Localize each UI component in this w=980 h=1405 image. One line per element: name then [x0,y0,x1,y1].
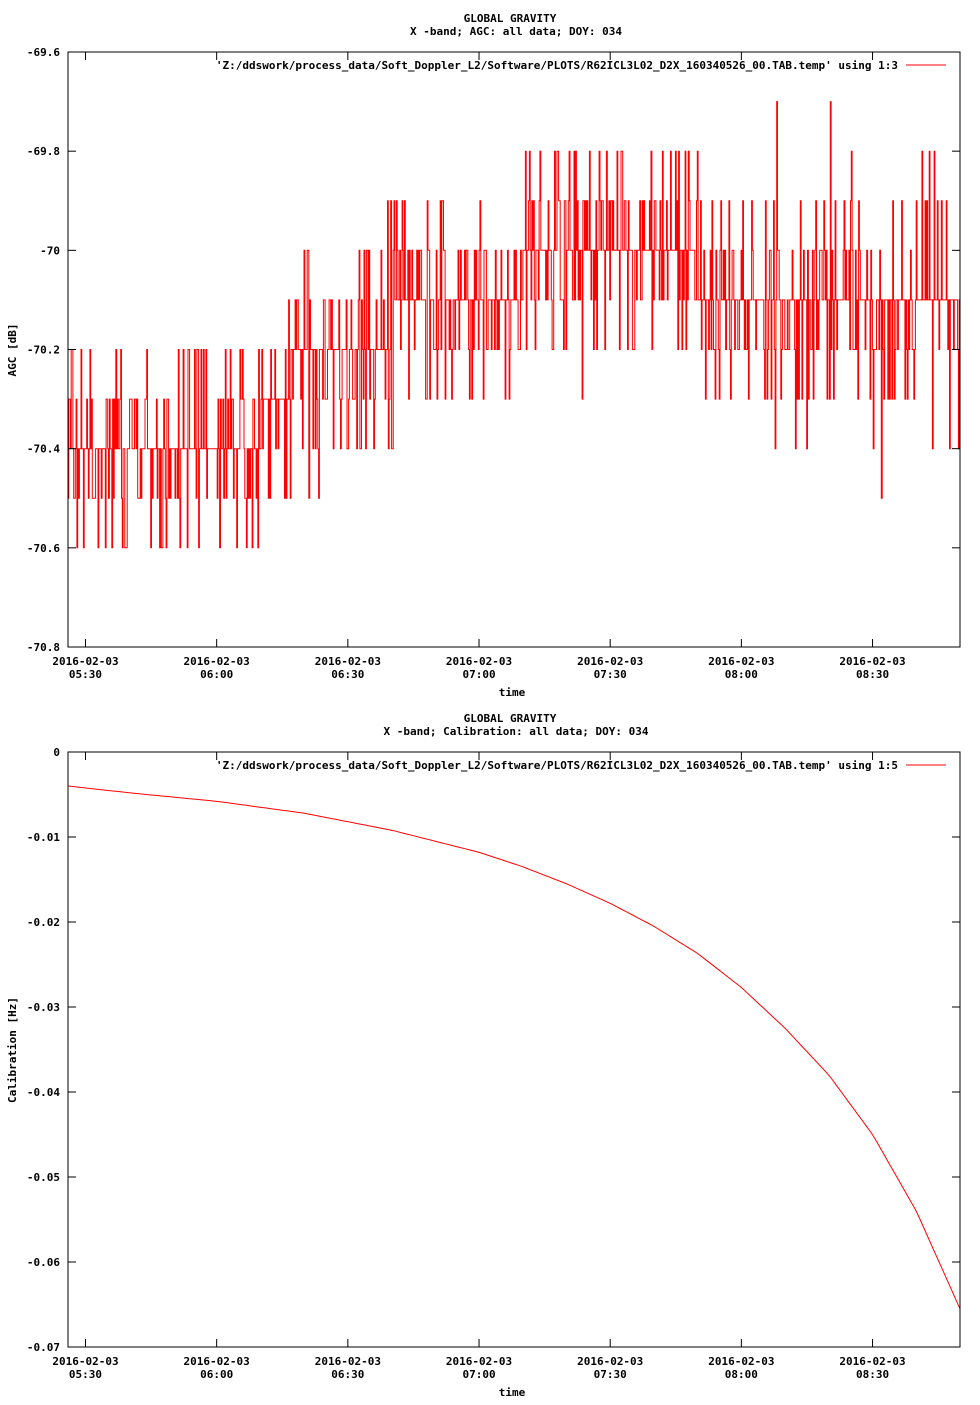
agc-panel: GLOBAL GRAVITY X -band; AGC: all data; D… [6,12,961,699]
agc-chart-subtitle: X -band; AGC: all data; DOY: 034 [410,25,622,38]
x-tick-date-label: 2016-02-03 [577,1355,643,1368]
x-tick-date-label: 2016-02-03 [52,655,118,668]
x-tick-time-label: 07:30 [594,668,627,681]
calibration-legend-label: 'Z:/ddswork/process_data/Soft_Doppler_L2… [216,759,898,772]
y-tick-label: -69.8 [27,145,60,158]
x-tick-date-label: 2016-02-03 [184,655,250,668]
x-tick-time-label: 08:30 [856,668,889,681]
x-tick-date-label: 2016-02-03 [708,1355,774,1368]
agc-y-ticks: -69.6 -69.8 -70 -70.2 -70.4 -70.6 -70.8 [27,46,960,654]
y-tick-label: -0.04 [27,1086,60,1099]
x-tick-date-label: 2016-02-03 [577,655,643,668]
x-tick-date-label: 2016-02-03 [446,1355,512,1368]
x-tick-time-label: 07:00 [462,668,495,681]
x-tick-time-label: 05:30 [69,668,102,681]
y-tick-label: -0.05 [27,1171,60,1184]
y-tick-label: -70.2 [27,344,60,357]
x-tick-date-label: 2016-02-03 [315,655,381,668]
agc-x-axis-label: time [499,686,526,699]
calibration-plot-frame [67,751,961,1348]
x-tick-time-label: 07:30 [594,1368,627,1381]
x-tick-date-label: 2016-02-03 [839,1355,905,1368]
calibration-chart-title: GLOBAL GRAVITY [464,712,557,725]
x-tick-date-label: 2016-02-03 [315,1355,381,1368]
x-tick-date-label: 2016-02-03 [708,655,774,668]
y-tick-label: -0.03 [27,1001,60,1014]
agc-series-line [68,101,961,549]
x-tick-time-label: 08:00 [725,668,758,681]
calibration-series-group [67,785,961,1310]
x-tick-date-label: 2016-02-03 [184,1355,250,1368]
y-tick-label: -69.6 [27,46,60,59]
agc-series-group [68,101,961,549]
x-tick-time-label: 08:00 [725,1368,758,1381]
y-tick-label: -0.07 [27,1341,60,1354]
calibration-series-line [67,785,961,1310]
calibration-y-ticks: 0 -0.01 -0.02 -0.03 -0.04 -0.05 -0.06 -0.07 [27,746,960,1354]
calibration-chart-subtitle: X -band; Calibration: all data; DOY: 034 [384,725,649,738]
y-tick-label: 0 [53,746,60,759]
agc-y-axis-label: AGC [dB] [6,324,19,377]
calibration-x-ticks: 2016-02-0305:302016-02-0306:002016-02-03… [52,752,906,1381]
x-tick-time-label: 06:00 [200,1368,233,1381]
y-tick-label: -70.4 [27,443,60,456]
y-tick-label: -0.01 [27,831,60,844]
x-tick-time-label: 06:00 [200,668,233,681]
agc-chart-title: GLOBAL GRAVITY [464,12,557,25]
y-tick-label: -70 [40,244,60,257]
y-tick-label: -0.02 [27,916,60,929]
y-tick-label: -70.8 [27,641,60,654]
calibration-y-axis-label: Calibration [Hz] [6,997,19,1103]
calibration-panel: GLOBAL GRAVITY X -band; Calibration: all… [6,712,961,1399]
y-tick-label: -70.6 [27,542,60,555]
x-tick-time-label: 05:30 [69,1368,102,1381]
agc-legend-label: 'Z:/ddswork/process_data/Soft_Doppler_L2… [216,59,898,72]
agc-x-ticks: 2016-02-0305:302016-02-0306:002016-02-03… [52,52,906,681]
x-tick-time-label: 06:30 [331,1368,364,1381]
y-tick-label: -0.06 [27,1256,60,1269]
x-tick-date-label: 2016-02-03 [52,1355,118,1368]
calibration-x-axis-label: time [499,1386,526,1399]
x-tick-time-label: 06:30 [331,668,364,681]
x-tick-date-label: 2016-02-03 [446,655,512,668]
x-tick-date-label: 2016-02-03 [839,655,905,668]
x-tick-time-label: 08:30 [856,1368,889,1381]
x-tick-time-label: 07:00 [462,1368,495,1381]
